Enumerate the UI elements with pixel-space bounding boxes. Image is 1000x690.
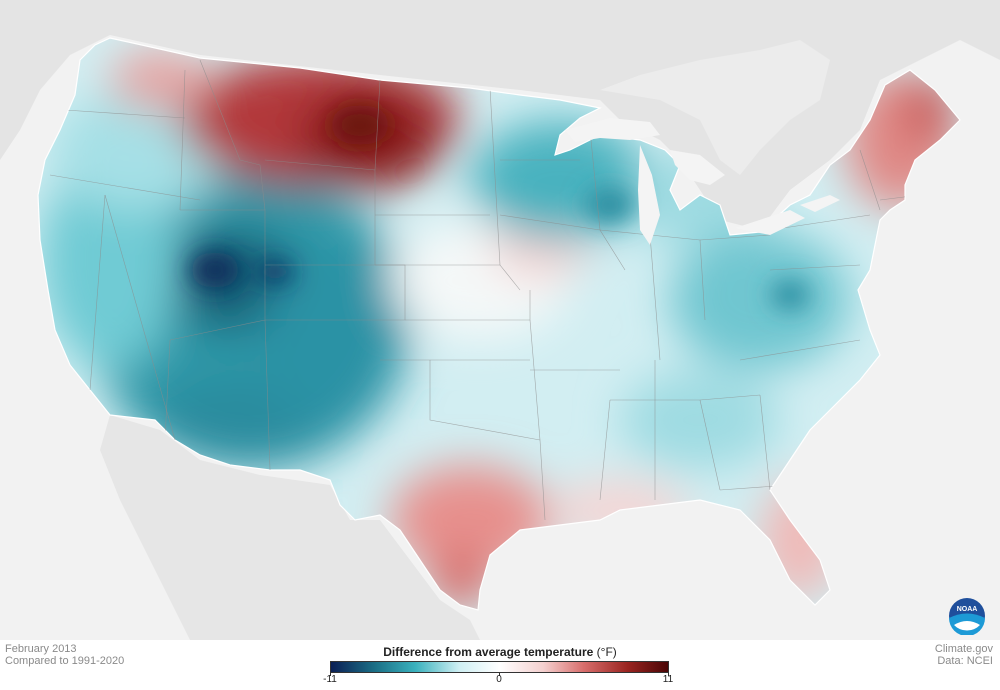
legend-title: Difference from average temperature (°F) [0, 645, 1000, 659]
noaa-logo-icon: NOAA [949, 598, 985, 635]
legend-tick-max [668, 673, 669, 676]
legend-unit: (°F) [596, 645, 617, 659]
contiguous-us [37, 37, 961, 611]
map-month: February 2013 [5, 643, 77, 655]
legend-tick-min [330, 673, 331, 676]
map-caption: February 2013 Compared to 1991-2020 [5, 643, 124, 667]
legend-label-min: -11 [323, 674, 337, 685]
map-footer: February 2013 Compared to 1991-2020 Diff… [0, 640, 1000, 690]
legend-title-text: Difference from average temperature [383, 645, 594, 659]
legend-color-bar [330, 661, 669, 673]
neighboring-land [0, 0, 1000, 640]
legend-label-max: 11 [662, 674, 674, 685]
map-credits: Climate.gov Data: NCEI [935, 643, 993, 667]
noaa-logo-text: NOAA [957, 606, 978, 613]
credit-site: Climate.gov [934, 643, 993, 655]
legend-label-mid: 0 [496, 674, 502, 685]
legend-tick-mid [499, 673, 500, 676]
map-baseline: Compared to 1991-2020 [5, 655, 125, 667]
credit-data: Data: NCEI [937, 655, 993, 667]
temperature-anomaly-map [0, 0, 1000, 640]
great-lakes [565, 118, 840, 245]
